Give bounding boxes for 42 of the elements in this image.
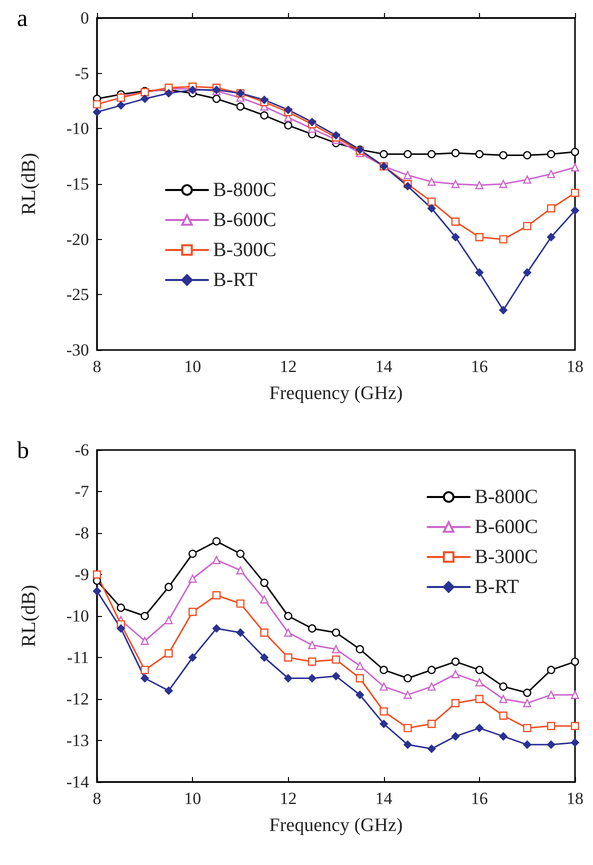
legend-label: B-800C <box>474 486 538 508</box>
y-tick-label: -20 <box>66 230 89 249</box>
legend-label: B-300C <box>213 239 276 261</box>
x-tick-label: 10 <box>184 789 202 808</box>
x-tick-label: 12 <box>280 357 297 376</box>
x-tick-label: 14 <box>375 789 393 808</box>
y-tick-label: -8 <box>74 524 89 542</box>
x-tick-label: 10 <box>184 357 202 376</box>
chart-title: a <box>17 6 28 32</box>
y-axis-title: RL(dB) <box>18 152 40 216</box>
x-tick-label: 18 <box>566 357 584 376</box>
legend-label: B-800C <box>213 179 276 201</box>
x-tick-label: 16 <box>470 789 488 808</box>
y-tick-label: -5 <box>74 64 89 83</box>
legend-label: B-RT <box>213 269 258 291</box>
y-tick-label: -30 <box>66 340 89 360</box>
x-tick-label: 16 <box>470 357 488 376</box>
legend-label: B-600C <box>474 516 538 538</box>
x-axis-title: Frequency (GHz) <box>269 383 403 404</box>
y-tick-label: -25 <box>66 285 89 304</box>
y-tick-label: -6 <box>74 440 89 460</box>
y-tick-label: -14 <box>66 772 90 792</box>
y-tick-label: -7 <box>74 482 90 501</box>
legend-label: B-RT <box>474 576 520 598</box>
x-axis-title: Frequency (GHz) <box>269 815 403 836</box>
legend-label: B-300C <box>474 546 538 568</box>
y-axis-title: RL(dB) <box>18 584 40 648</box>
x-tick-label: 18 <box>566 789 584 808</box>
y-tick-label: -15 <box>66 174 89 194</box>
y-tick-label: 0 <box>80 8 89 28</box>
x-tick-label: 8 <box>92 357 102 376</box>
y-tick-label: -12 <box>66 690 89 708</box>
y-tick-label: -11 <box>66 648 89 667</box>
y-tick-label: -10 <box>66 119 89 138</box>
y-tick-label: -9 <box>74 565 89 584</box>
chart-title: b <box>17 438 29 464</box>
y-tick-label: -10 <box>66 606 89 626</box>
x-tick-label: 14 <box>375 357 393 376</box>
x-tick-label: 12 <box>280 789 297 808</box>
x-tick-label: 8 <box>92 789 102 808</box>
y-tick-label: -13 <box>66 731 89 750</box>
legend-label: B-600C <box>213 209 276 231</box>
